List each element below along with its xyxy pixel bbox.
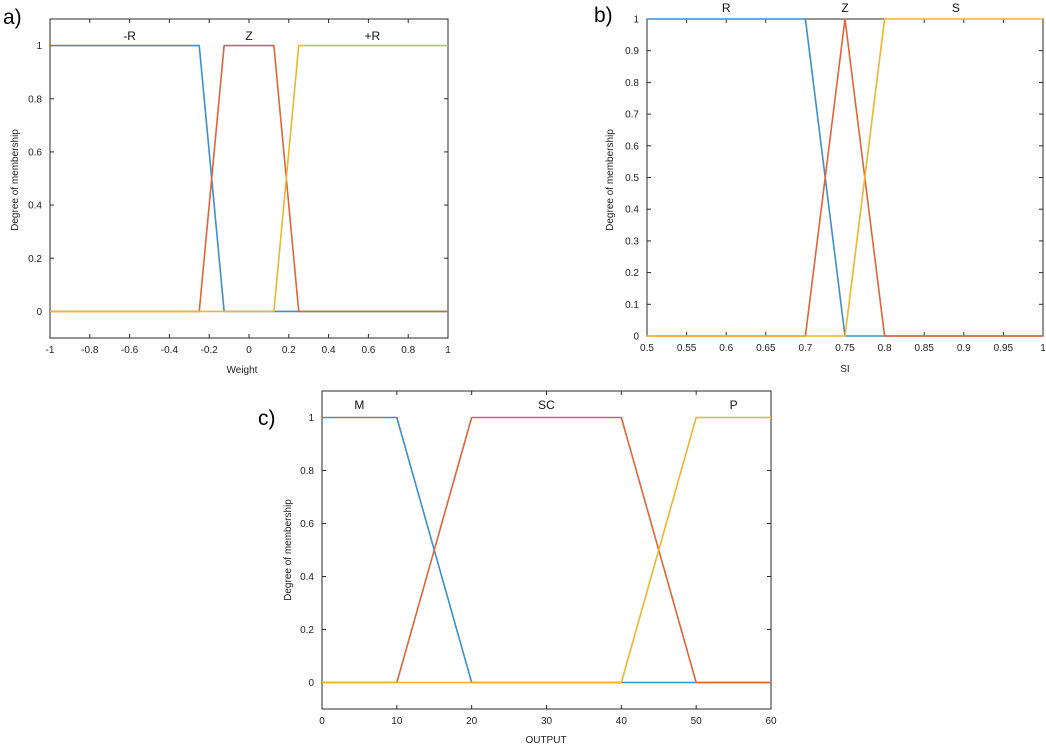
panel-b-mf-label-r: R <box>722 1 731 15</box>
panel-a-x-tick-label: -0.6 <box>121 345 139 356</box>
panel-c-x-tick-label: 30 <box>541 716 553 727</box>
panel-a-y-tick-label: 0.2 <box>28 254 42 265</box>
panel-b-y-axis-title: Degree of membership <box>605 129 616 231</box>
panel-c-y-tick-label: 0.4 <box>300 572 314 583</box>
panel-c-x-tick-label: 10 <box>391 716 403 727</box>
panel-a-membership-labels: -R Z +R <box>123 29 380 43</box>
panel-b-plot-frame <box>646 18 1044 337</box>
panel-b-ticks: 0.5 0.55 0.6 0.65 0.7 0.75 0.8 0.85 0.9 0.95 1 0 0.1… <box>625 15 1046 355</box>
panel-c-plot-frame <box>321 390 772 710</box>
panel-b-x-tick-label: 0.85 <box>914 343 934 354</box>
panel-c-y-tick-label: 0 <box>308 678 314 689</box>
panel-b-x-tick-label: 0.65 <box>756 343 776 354</box>
panel-a-x-tick-label: -0.8 <box>81 345 99 356</box>
panel-b-y-tick-label: 0.7 <box>625 110 639 121</box>
panel-a-x-tick-label: 0.2 <box>282 345 296 356</box>
panel-b-x-tick-label: 1 <box>1040 343 1046 354</box>
panel-c-series <box>322 416 771 684</box>
panel-b-letter: b) <box>594 4 613 27</box>
panel-b-y-tick-label: 0.2 <box>625 268 639 279</box>
panel-a: a) -1 -0.8 -0.6 -0.4 -0.2 0 0.2 0.4 0.6 0.8 1 0 0.2 0… <box>3 6 451 376</box>
panel-a-x-tick-label: 1 <box>445 345 451 356</box>
panel-c-x-tick-label: 0 <box>319 716 325 727</box>
panel-a-plot-frame <box>49 18 449 339</box>
panel-c-ticks: 0 10 20 30 40 50 60 0 0.2 0.4 0.6 0.8 1 <box>300 391 777 727</box>
panel-b-x-tick-label: 0.8 <box>878 343 892 354</box>
panel-c-membership-labels: M SC P <box>354 398 737 412</box>
panel-a-x-axis-title: Weight <box>227 365 258 376</box>
panel-a-x-tick-label: -0.4 <box>161 345 179 356</box>
panel-c-y-tick-label: 0.8 <box>300 466 314 477</box>
panel-b-x-tick-label: 0.5 <box>640 343 654 354</box>
panel-a-mf-label-r: -R <box>123 29 136 43</box>
panel-c-x-axis-title: OUTPUT <box>525 735 566 745</box>
panel-a-series <box>50 44 448 313</box>
panel-b-y-tick-label: 0.8 <box>625 78 639 89</box>
panel-c-mf-label-p: P <box>730 398 738 412</box>
panel-c-y-tick-label: 0.2 <box>300 625 314 636</box>
panel-c-x-tick-label: 20 <box>466 716 478 727</box>
panel-a-ticks: -1 -0.8 -0.6 -0.4 -0.2 0 0.2 0.4 0.6 0.8 1 0 0.2 0.4 0… <box>28 19 451 356</box>
panel-b-y-tick-label: 0.3 <box>625 236 639 247</box>
panel-b-x-tick-label: 0.9 <box>957 343 971 354</box>
panel-a-y-tick-label: 0 <box>36 307 42 318</box>
panel-b-y-tick-label: 1 <box>633 15 639 26</box>
panel-a-y-tick-label: 0.8 <box>28 94 42 105</box>
panel-c-series-p <box>322 416 771 684</box>
panel-c-x-tick-label: 50 <box>691 716 703 727</box>
panel-c-y-axis-title: Degree of membership <box>283 499 294 601</box>
panel-b-x-tick-label: 0.75 <box>835 343 855 354</box>
panel-b-x-tick-label: 0.95 <box>994 343 1014 354</box>
panel-b-x-axis-title: SI <box>840 364 849 375</box>
panel-c: c) 0 10 20 30 40 50 60 0 0.2 0.4 0.6 0.8 1 M SC P OUTP… <box>258 390 777 745</box>
panel-c-x-tick-label: 60 <box>765 716 777 727</box>
panel-b-series <box>647 18 1043 337</box>
panel-b-y-tick-label: 0.6 <box>625 141 639 152</box>
panel-a-y-axis-title: Degree of membership <box>10 129 21 231</box>
panel-b-y-tick-label: 0.1 <box>625 300 639 311</box>
panel-b-mf-label-z: Z <box>841 1 848 15</box>
panel-b-y-tick-label: 0.4 <box>625 205 639 216</box>
panel-b-x-tick-label: 0.7 <box>798 343 812 354</box>
panel-a-x-tick-label: 0.6 <box>361 345 375 356</box>
panel-b-series-s <box>647 18 1043 337</box>
panel-c-letter: c) <box>258 407 276 430</box>
panel-b-x-tick-label: 0.55 <box>677 343 697 354</box>
panel-a-y-tick-label: 0.6 <box>28 147 42 158</box>
panel-a-x-tick-label: -1 <box>46 345 55 356</box>
panel-a-x-tick-label: 0 <box>246 345 252 356</box>
panel-a-y-tick-label: 1 <box>36 41 42 52</box>
panel-b-mf-label-s: S <box>952 1 960 15</box>
panel-a-x-tick-label: 0.8 <box>401 345 415 356</box>
panel-a-letter: a) <box>3 6 22 29</box>
panel-b-y-tick-label: 0 <box>633 332 639 343</box>
panel-b-y-tick-label: 0.9 <box>625 46 639 57</box>
panel-c-mf-label-sc: SC <box>538 398 555 412</box>
panel-a-x-tick-label: 0.4 <box>322 345 336 356</box>
panel-a-x-tick-label: -0.2 <box>201 345 219 356</box>
panel-b-y-tick-label: 0.5 <box>625 173 639 184</box>
panel-a-series-plus-r <box>50 44 448 313</box>
panel-c-y-tick-label: 1 <box>308 413 314 424</box>
panel-c-x-tick-label: 40 <box>616 716 628 727</box>
panel-b-x-tick-label: 0.6 <box>719 343 733 354</box>
panel-a-y-tick-label: 0.4 <box>28 201 42 212</box>
panel-a-mf-label-plus-r: +R <box>365 29 381 43</box>
panel-c-mf-label-m: M <box>354 398 364 412</box>
panel-a-mf-label-z: Z <box>245 29 252 43</box>
panel-b: b) 0.5 0.55 0.6 0.65 0.7 0.75 0.8 0.85 0.9 0.95 10… <box>594 1 1046 375</box>
panel-c-y-tick-label: 0.6 <box>300 519 314 530</box>
